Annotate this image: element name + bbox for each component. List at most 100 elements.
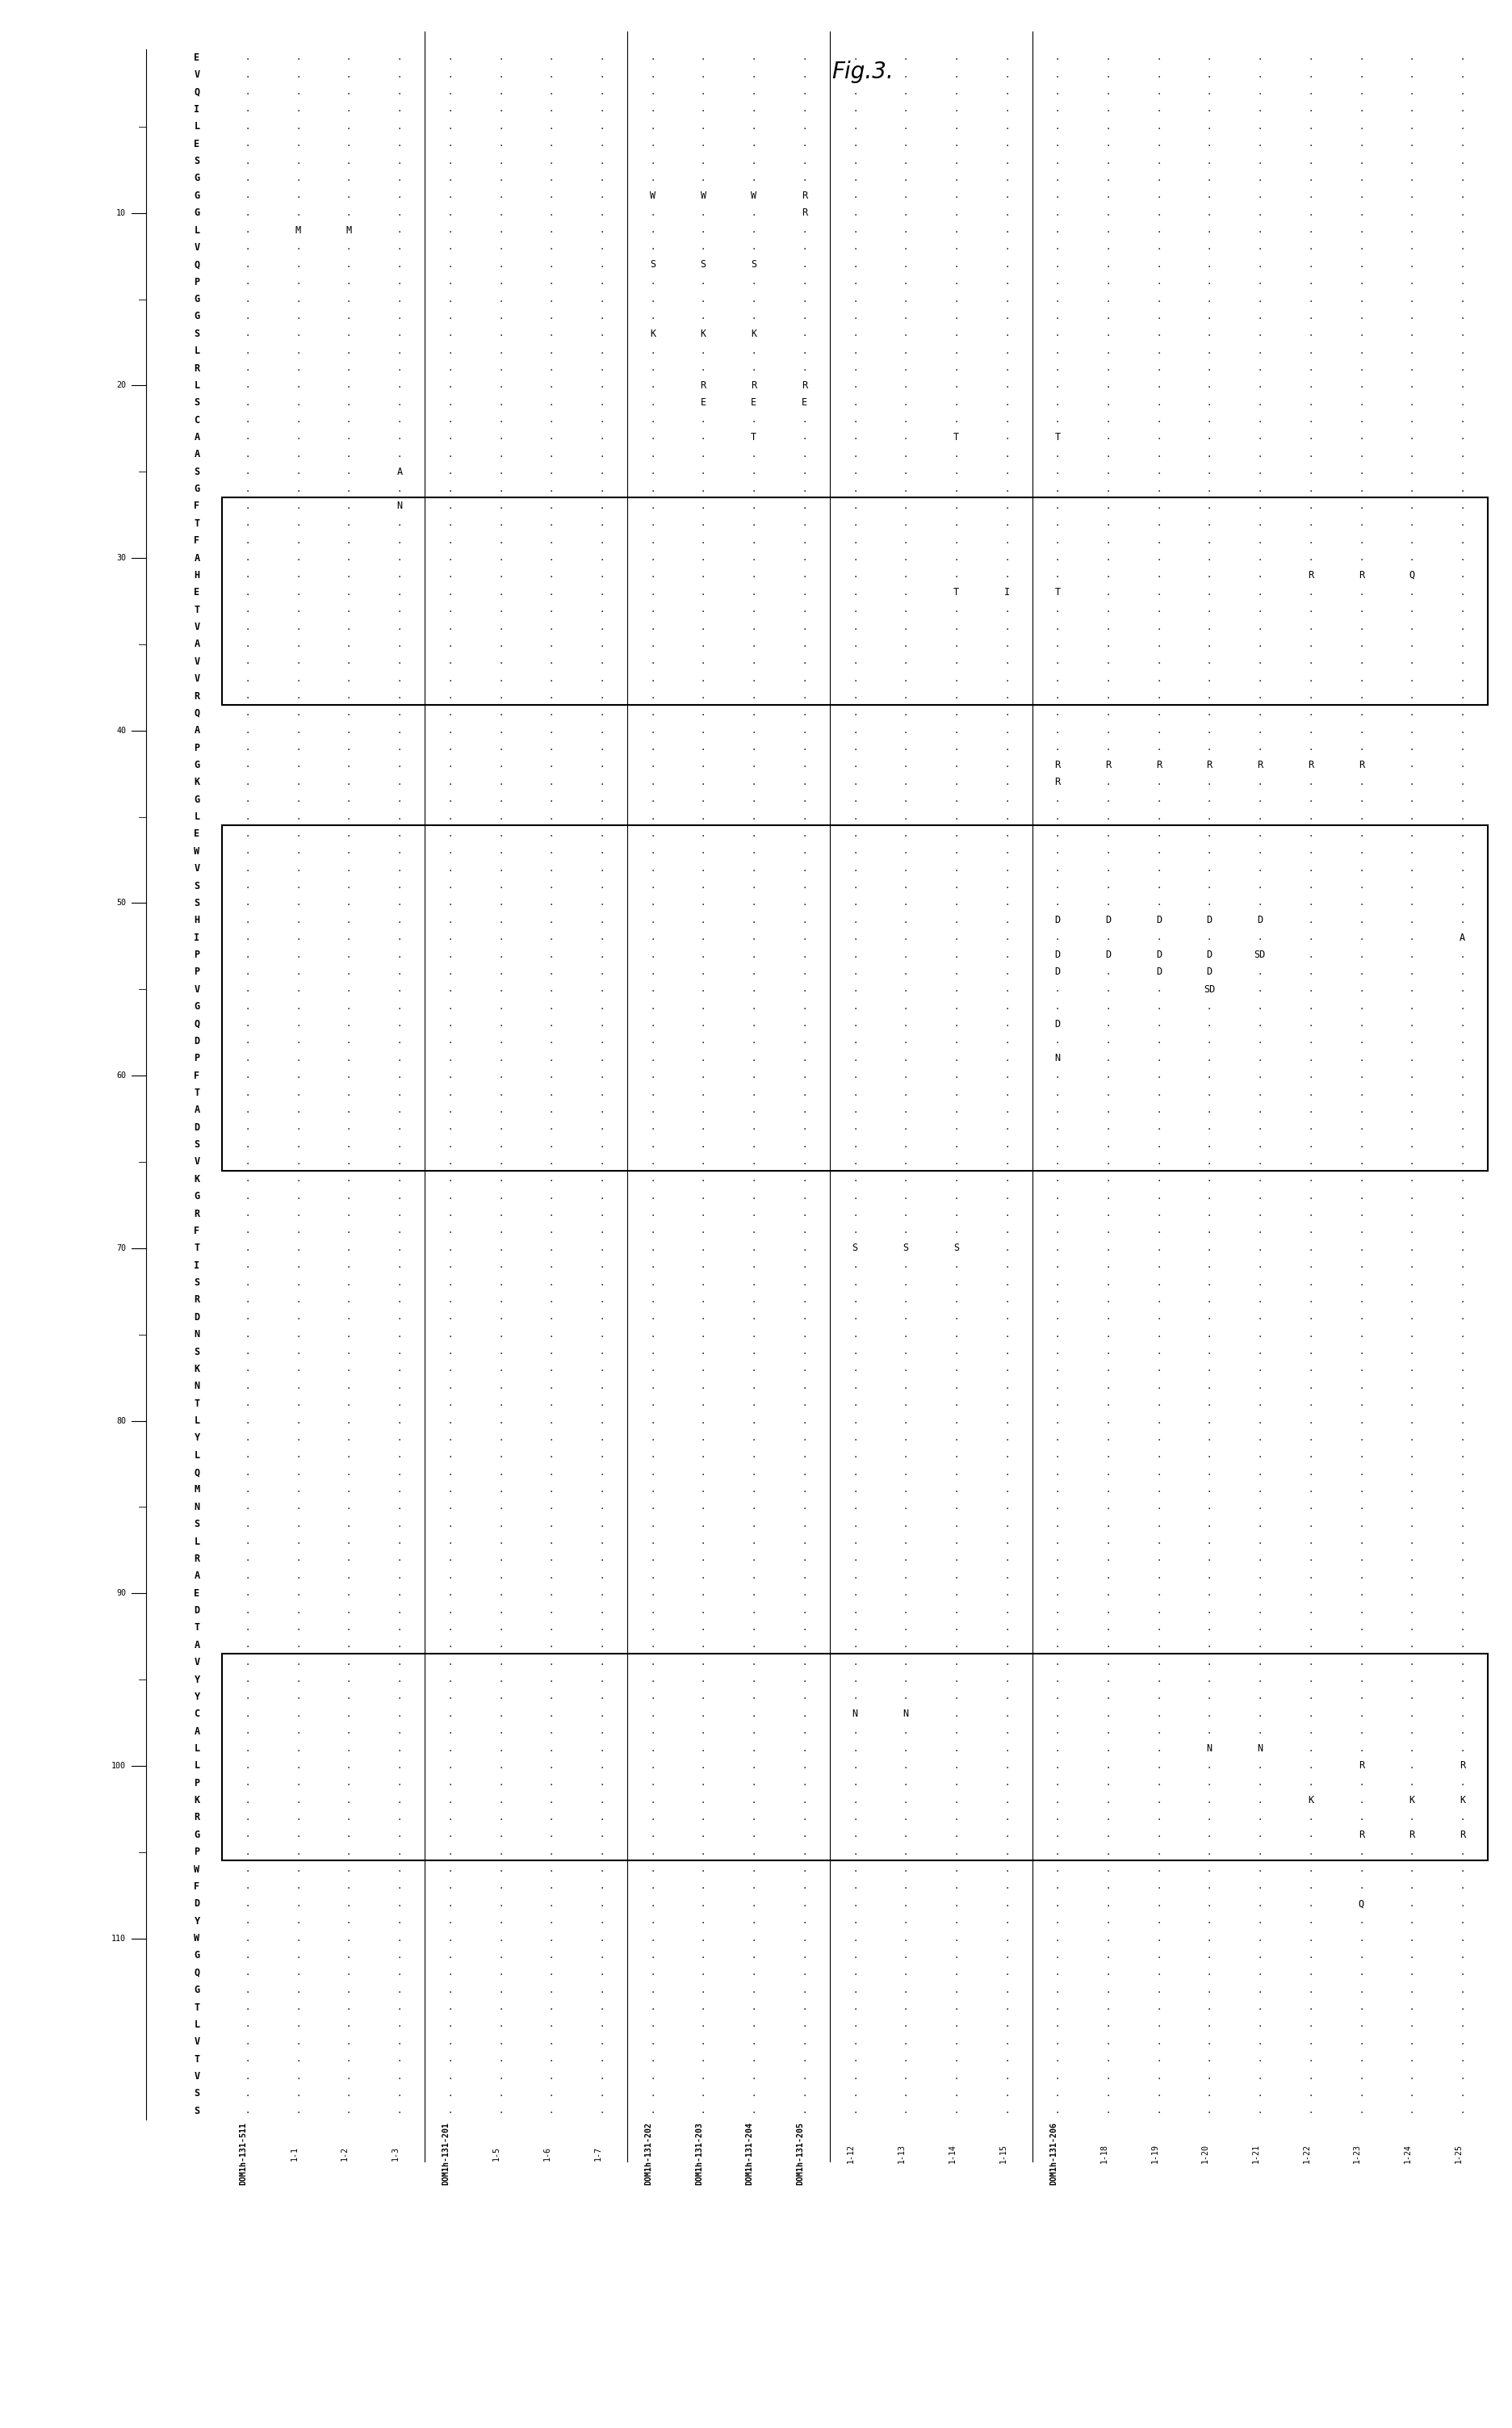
Text: Y: Y — [194, 1916, 200, 1925]
Text: 110: 110 — [112, 1935, 125, 1942]
Text: .: . — [801, 277, 807, 287]
Text: .: . — [751, 1486, 756, 1493]
Text: .: . — [1207, 2074, 1213, 2081]
Text: .: . — [853, 571, 857, 580]
Text: .: . — [1004, 1486, 1010, 1493]
Text: .: . — [1461, 1297, 1465, 1304]
Text: .: . — [954, 692, 959, 699]
Text: .: . — [448, 830, 452, 838]
Text: T: T — [194, 1622, 200, 1634]
Text: .: . — [549, 1107, 553, 1114]
Text: .: . — [903, 1624, 909, 1632]
Text: .: . — [700, 1054, 706, 1063]
Text: .: . — [448, 588, 452, 597]
Text: .: . — [346, 296, 351, 304]
Text: .: . — [903, 104, 909, 114]
Text: .: . — [296, 1865, 301, 1874]
Text: .: . — [903, 969, 909, 976]
Text: .: . — [1461, 969, 1465, 976]
Text: .: . — [245, 760, 249, 770]
Text: .: . — [1105, 1243, 1111, 1253]
Text: .: . — [1461, 1071, 1465, 1080]
Text: .: . — [903, 2091, 909, 2098]
Text: .: . — [448, 192, 452, 199]
Text: .: . — [1308, 830, 1314, 838]
Text: .: . — [1207, 175, 1213, 182]
Text: .: . — [448, 1503, 452, 1510]
Text: .: . — [751, 658, 756, 665]
Text: .: . — [1105, 1780, 1111, 1787]
Text: .: . — [549, 1452, 553, 1459]
Text: .: . — [448, 158, 452, 165]
Text: .: . — [1409, 1503, 1414, 1510]
Text: .: . — [650, 658, 655, 665]
Text: .: . — [1409, 1899, 1414, 1908]
Text: .: . — [903, 952, 909, 959]
Text: .: . — [549, 313, 553, 320]
Text: .: . — [853, 1469, 857, 1476]
Text: .: . — [1207, 2091, 1213, 2098]
Text: .: . — [296, 347, 301, 354]
Text: .: . — [398, 658, 402, 665]
Text: .: . — [599, 1658, 605, 1666]
Text: .: . — [346, 1226, 351, 1236]
Text: .: . — [650, 1175, 655, 1182]
Text: .: . — [1055, 1571, 1060, 1581]
Text: .: . — [346, 932, 351, 942]
Text: V: V — [194, 1156, 200, 1168]
Text: .: . — [801, 175, 807, 182]
Text: .: . — [650, 1848, 655, 1855]
Text: .: . — [853, 1503, 857, 1510]
Text: .: . — [245, 520, 249, 527]
Text: .: . — [1409, 1314, 1414, 1321]
Text: .: . — [1359, 1743, 1364, 1753]
Text: .: . — [1207, 503, 1213, 510]
Text: .: . — [700, 1865, 706, 1874]
Text: .: . — [700, 1452, 706, 1459]
Text: .: . — [1055, 347, 1060, 354]
Text: .: . — [853, 398, 857, 408]
Text: .: . — [346, 1763, 351, 1770]
Text: .: . — [296, 986, 301, 993]
Text: .: . — [1308, 432, 1314, 442]
Text: .: . — [801, 1348, 807, 1355]
Text: .: . — [700, 726, 706, 736]
Text: .: . — [1157, 1763, 1161, 1770]
Text: .: . — [245, 1226, 249, 1236]
Text: .: . — [549, 486, 553, 493]
Text: .: . — [700, 1331, 706, 1338]
Text: .: . — [1157, 1399, 1161, 1408]
Text: .: . — [903, 1124, 909, 1131]
Text: .: . — [1004, 830, 1010, 838]
Text: .: . — [599, 2037, 605, 2047]
Text: .: . — [296, 881, 301, 891]
Text: .: . — [1157, 1658, 1161, 1666]
Text: .: . — [599, 952, 605, 959]
Text: 50: 50 — [116, 898, 125, 908]
Text: .: . — [903, 1192, 909, 1199]
Text: .: . — [1461, 796, 1465, 804]
Text: .: . — [954, 1331, 959, 1338]
Text: .: . — [650, 1124, 655, 1131]
Text: .: . — [1409, 1175, 1414, 1182]
Text: .: . — [296, 1726, 301, 1736]
Text: .: . — [751, 1590, 756, 1598]
Text: .: . — [549, 1520, 553, 1527]
Text: .: . — [1055, 1503, 1060, 1510]
Text: .: . — [954, 847, 959, 855]
Text: .: . — [1461, 1520, 1465, 1527]
Text: T: T — [1055, 432, 1060, 442]
Text: .: . — [448, 1280, 452, 1287]
Text: .: . — [903, 554, 909, 561]
Text: .: . — [700, 1797, 706, 1804]
Text: .: . — [1157, 1054, 1161, 1063]
Text: .: . — [245, 624, 249, 631]
Text: .: . — [751, 898, 756, 908]
Text: .: . — [1258, 554, 1263, 561]
Text: .: . — [1258, 1571, 1263, 1581]
Text: .: . — [751, 1158, 756, 1165]
Text: .: . — [1004, 1297, 1010, 1304]
Text: .: . — [853, 952, 857, 959]
Text: .: . — [1207, 141, 1213, 148]
Text: .: . — [903, 1814, 909, 1821]
